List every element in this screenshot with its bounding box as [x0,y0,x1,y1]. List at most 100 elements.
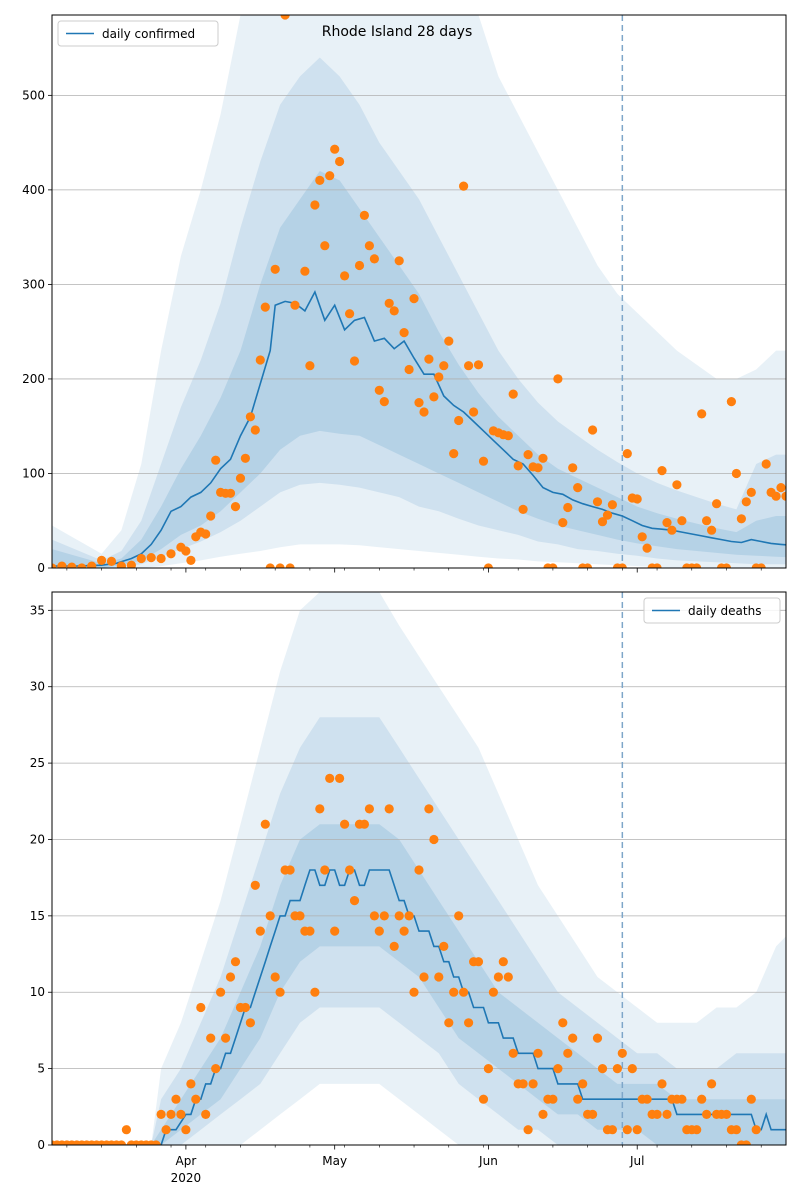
observed-dot [235,473,246,483]
observed-dot [320,865,330,875]
observed-dot [702,1109,712,1119]
observed-dot [290,300,300,310]
observed-dot [121,1125,131,1135]
band80-band [52,57,786,568]
observed-dot [384,804,394,814]
observed-dot [741,497,751,507]
observed-dot [434,972,444,982]
observed-dot [146,553,156,563]
observed-dot [166,1109,176,1119]
observed-dot [394,256,404,266]
observed-dot [67,562,77,568]
x-tick-sublabel: 2020 [171,1171,202,1185]
observed-dot [746,1094,756,1104]
observed-dot [756,563,766,568]
observed-dot [528,1079,538,1089]
observed-dot [325,171,335,181]
observed-dot [726,397,737,407]
observed-dot [300,266,310,276]
y-tick-label: 25 [30,756,45,770]
observed-dot [196,1002,206,1013]
observed-dot [335,773,345,784]
legend-box [57,20,219,47]
observed-dot [181,546,191,556]
observed-dot [349,356,360,366]
observed-dot [498,957,508,967]
observed-dot [602,510,613,520]
x-tick-label: Jul [629,1154,644,1168]
observed-dot [330,926,340,936]
observed-dot [622,1125,632,1135]
observed-dot [424,804,434,814]
observed-dot [632,1125,642,1135]
observed-dot [746,487,756,497]
observed-dot [449,449,459,459]
observed-dot [225,972,236,982]
observed-dot [379,397,389,407]
observed-dot [736,514,747,524]
observed-dot [171,1094,181,1104]
observed-dot [677,516,687,526]
chart-title: Rhode Island 28 days [322,24,473,40]
observed-dot [354,260,365,271]
observed-dot [712,499,722,509]
observed-dot [340,819,350,829]
observed-dot [345,865,355,875]
observed-dot [260,302,270,312]
observed-dot [449,987,459,997]
observed-dot [697,409,707,419]
observed-dot [156,1109,166,1119]
observed-dot [454,415,464,426]
observed-dot [483,563,493,568]
band95-band [52,15,786,568]
observed-dot [305,926,315,936]
observed-dot [265,911,275,921]
observed-dot [459,987,469,997]
observed-dot [538,453,548,463]
observed-dot [389,306,399,316]
observed-dot [429,392,439,402]
observed-dot [116,1140,126,1145]
observed-dot [563,1048,573,1058]
observed-dot [97,555,107,566]
observed-dot [488,987,498,997]
axes-frame [51,14,787,569]
observed-dot [548,563,558,568]
observed-dot [523,450,533,460]
observed-dot [588,1109,598,1119]
y-tick-label: 0 [37,561,45,575]
y-tick-label: 35 [30,603,45,617]
observed-dot [245,412,255,422]
observed-dot [394,911,404,921]
observed-dot [553,1064,563,1074]
observed-dot [513,461,523,471]
observed-dot [230,957,241,967]
observed-dot [280,15,290,20]
observed-dot [721,1109,732,1119]
observed-dot [657,1079,667,1089]
observed-dot [478,1094,489,1104]
observed-dot [414,865,424,875]
observed-dot [369,911,379,921]
observed-dot [206,511,216,521]
observed-dot [617,563,627,568]
observed-dot [404,911,414,921]
observed-dot [245,1018,255,1028]
observed-dot [508,1048,518,1058]
observed-dot [260,819,270,829]
observed-dot [637,532,647,542]
observed-dot [473,360,484,370]
observed-dot [250,425,260,435]
observed-dot [359,819,369,829]
observed-dot [781,491,786,501]
observed-dot [275,987,285,997]
observed-dot [652,563,662,568]
observed-dot [538,1109,548,1119]
observed-dot [568,1033,578,1043]
panel-bottom: 0 5 10 15 20 25 30 35 Apr 2020 May Jun Jul daily deat… [30,591,787,1185]
y-tick-label: 200 [22,372,45,386]
observed-dot [310,987,320,997]
observed-dot [786,563,795,572]
observed-dot [87,561,97,568]
